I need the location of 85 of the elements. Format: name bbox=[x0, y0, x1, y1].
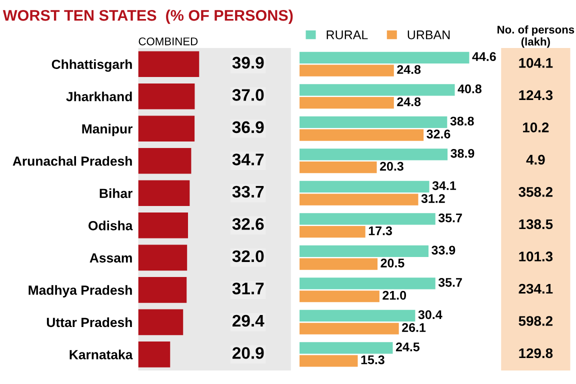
text: 124.3 bbox=[519, 90, 553, 100]
y-tick-label: Chhattisgarh bbox=[52, 59, 132, 72]
bar bbox=[138, 51, 200, 78]
bar bbox=[300, 129, 424, 141]
bar bbox=[138, 244, 188, 271]
data-label: 31.7 bbox=[232, 282, 264, 294]
data-label: 33.9 bbox=[432, 246, 456, 255]
data-label: 35.7 bbox=[438, 278, 462, 287]
text: 104.1 bbox=[519, 58, 553, 68]
legend-label: URBAN bbox=[408, 30, 450, 40]
bar bbox=[300, 245, 429, 258]
data-label: 37.0 bbox=[232, 89, 264, 101]
bar bbox=[300, 278, 436, 290]
data-label: 34.1 bbox=[432, 181, 456, 190]
x-axis-title: COMBINED bbox=[138, 37, 198, 46]
text: 101.3 bbox=[519, 252, 553, 262]
data-label: 26.1 bbox=[402, 323, 426, 332]
text: 234.1 bbox=[518, 284, 553, 294]
y-tick-label: Manipur bbox=[82, 124, 132, 136]
bar bbox=[300, 213, 436, 225]
data-label: 34.7 bbox=[232, 154, 264, 166]
bar bbox=[300, 355, 358, 367]
y-tick-label: Madhya Pradesh bbox=[28, 285, 132, 298]
bar bbox=[300, 84, 455, 96]
bar bbox=[138, 277, 187, 303]
text: 138.5 bbox=[519, 219, 553, 230]
bar bbox=[300, 194, 418, 206]
bar bbox=[138, 309, 184, 336]
bar bbox=[300, 180, 430, 193]
data-label: 24.5 bbox=[396, 342, 420, 352]
data-label: 17.3 bbox=[368, 226, 392, 236]
data-label: 38.9 bbox=[450, 148, 474, 158]
y-tick-label: Odisha bbox=[88, 220, 133, 230]
data-label: 32.6 bbox=[232, 218, 264, 230]
data-label: 32.0 bbox=[232, 250, 264, 262]
bar bbox=[300, 290, 380, 302]
bar bbox=[138, 148, 192, 174]
bar bbox=[300, 322, 399, 334]
data-label: 40.8 bbox=[458, 84, 482, 94]
text: 10.2 bbox=[523, 122, 549, 132]
bar bbox=[138, 116, 195, 142]
data-label: 35.7 bbox=[438, 213, 462, 222]
legend-label: RURAL bbox=[326, 30, 368, 40]
bar bbox=[300, 116, 448, 128]
data-label: 20.9 bbox=[232, 347, 264, 359]
data-label: 29.4 bbox=[232, 314, 264, 327]
y-tick-label: Uttar Pradesh bbox=[46, 317, 132, 328]
data-label: 36.9 bbox=[232, 121, 264, 134]
bar bbox=[300, 258, 378, 270]
data-label: 31.2 bbox=[421, 194, 445, 203]
bar bbox=[300, 342, 393, 354]
data-label: 20.5 bbox=[380, 258, 404, 268]
bar bbox=[300, 64, 394, 76]
y-tick-label: Assam bbox=[90, 253, 132, 263]
data-label: 33.7 bbox=[232, 186, 264, 198]
chart-title: WORST TEN STATES (% OF PERSONS) bbox=[2, 10, 293, 24]
bar bbox=[300, 148, 448, 160]
data-label: 30.4 bbox=[418, 310, 442, 320]
bar bbox=[300, 162, 377, 174]
bar bbox=[138, 180, 190, 206]
y-tick-label: Jharkhand bbox=[66, 92, 132, 102]
bar bbox=[138, 212, 188, 238]
bar bbox=[300, 97, 394, 109]
text: 598.2 bbox=[518, 316, 553, 326]
data-label: 38.8 bbox=[450, 116, 474, 126]
bar bbox=[300, 226, 366, 238]
data-label: 21.0 bbox=[382, 290, 406, 300]
data-label: 15.3 bbox=[361, 355, 384, 364]
y-tick-label: Bihar bbox=[100, 188, 132, 198]
y-tick-label: Arunachal Pradesh bbox=[12, 156, 132, 166]
data-label: 32.6 bbox=[426, 130, 450, 138]
bar bbox=[138, 342, 170, 368]
data-label: 44.6 bbox=[472, 52, 496, 62]
bar bbox=[300, 52, 470, 64]
data-label: 39.9 bbox=[232, 56, 264, 69]
bar bbox=[138, 83, 195, 110]
data-label: 24.8 bbox=[397, 97, 421, 106]
text: 4.9 bbox=[526, 154, 545, 165]
data-label: 20.3 bbox=[380, 162, 404, 171]
text: 129.8 bbox=[519, 348, 553, 358]
text: No. of persons (lakh) bbox=[498, 25, 574, 48]
bar bbox=[300, 310, 416, 322]
data-label: 24.8 bbox=[397, 65, 421, 74]
text: 358.2 bbox=[518, 187, 553, 197]
y-tick-label: Karnataka bbox=[70, 350, 133, 360]
